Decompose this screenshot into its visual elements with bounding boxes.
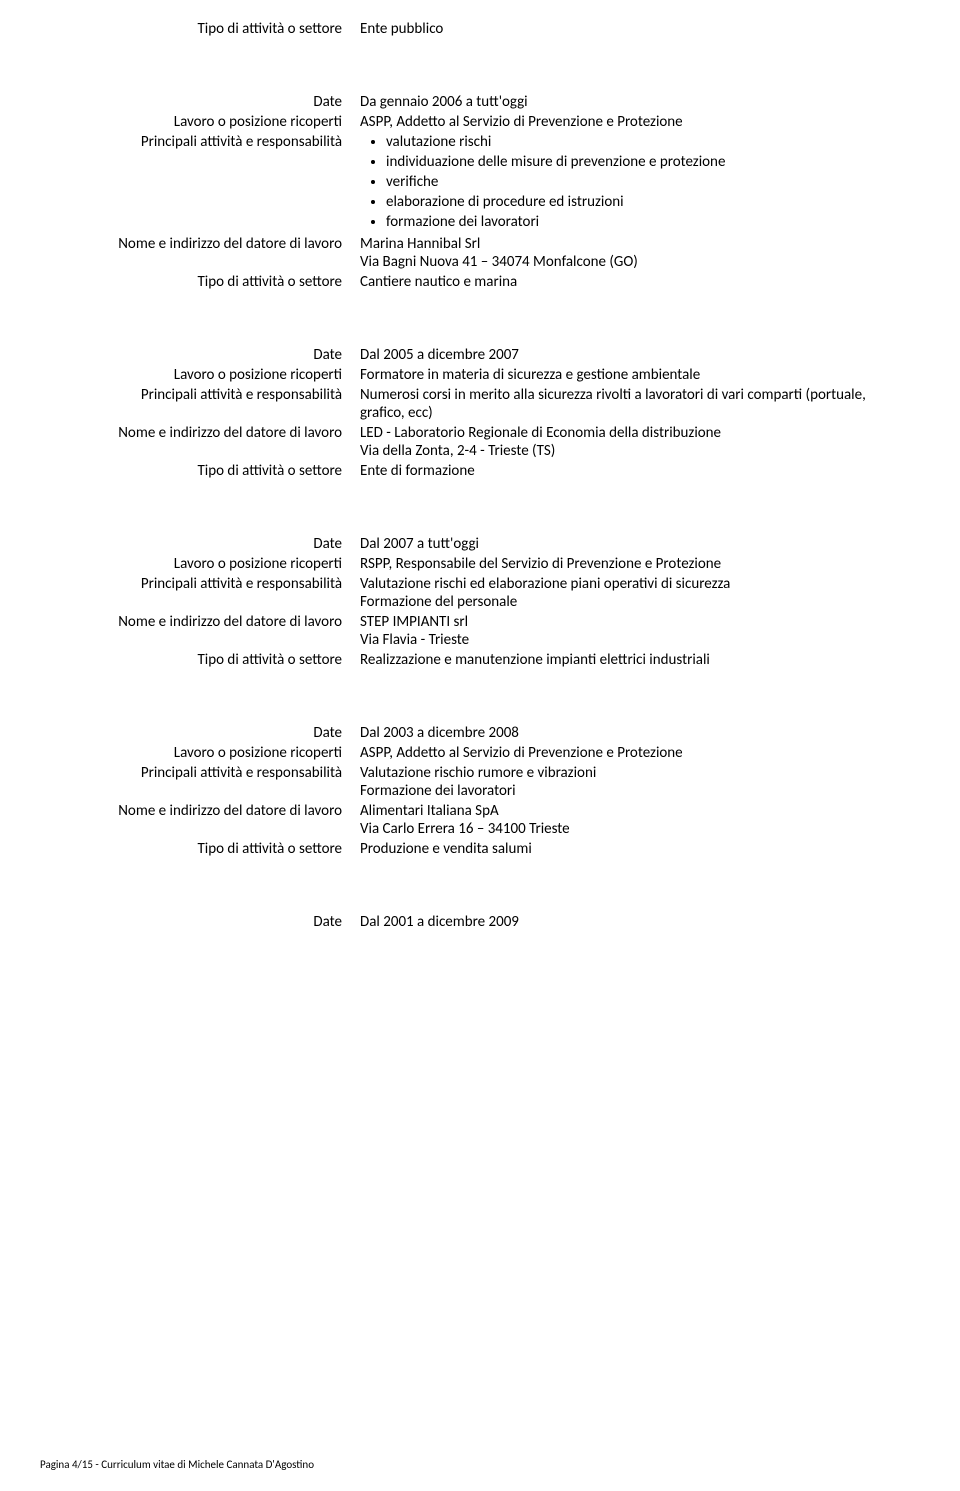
employer-line: STEP IMPIANTI srl (360, 613, 880, 631)
position-value: ASPP, Addetto al Servizio di Prevenzione… (360, 113, 880, 131)
employer-line: Via della Zonta, 2-4 - Trieste (TS) (360, 442, 880, 460)
date-label: Date (80, 724, 360, 742)
activities-value: Valutazione rischi ed elaborazione piani… (360, 575, 880, 611)
employer-label: Nome e indirizzo del datore di lavoro (80, 802, 360, 838)
employer-line: Via Flavia - Trieste (360, 631, 880, 649)
sector-value: Ente di formazione (360, 462, 880, 480)
sector-value: Cantiere nautico e marina (360, 273, 880, 291)
page-footer: Pagina 4/15 - Curriculum vitae di Michel… (40, 1458, 314, 1471)
activities-label: Principali attività e responsabilità (80, 764, 360, 800)
sector-label: Tipo di attività o settore (80, 273, 360, 291)
employer-value: Marina Hannibal Srl Via Bagni Nuova 41 –… (360, 235, 880, 271)
employer-label: Nome e indirizzo del datore di lavoro (80, 235, 360, 271)
activities-line: Formazione del personale (360, 593, 880, 611)
sector-value: Realizzazione e manutenzione impianti el… (360, 651, 880, 669)
employer-value: STEP IMPIANTI srl Via Flavia - Trieste (360, 613, 880, 649)
experience-block: Date Dal 2007 a tutt'oggi Lavoro o posiz… (80, 535, 880, 669)
activities-label: Principali attività e responsabilità (80, 133, 360, 233)
position-value: RSPP, Responsabile del Servizio di Preve… (360, 555, 880, 573)
activities-value: Valutazione rischio rumore e vibrazioni … (360, 764, 880, 800)
position-label: Lavoro o posizione ricoperti (80, 366, 360, 384)
bullet-item: valutazione rischi (386, 133, 880, 151)
date-value: Da gennaio 2006 a tutt'oggi (360, 93, 880, 111)
activities-line: Formazione dei lavoratori (360, 782, 880, 800)
position-label: Lavoro o posizione ricoperti (80, 555, 360, 573)
employer-line: Marina Hannibal Srl (360, 235, 880, 253)
activities-value: valutazione rischi individuazione delle … (360, 133, 880, 233)
employer-line: LED - Laboratorio Regionale di Economia … (360, 424, 880, 442)
employer-value: LED - Laboratorio Regionale di Economia … (360, 424, 880, 460)
date-label: Date (80, 913, 360, 931)
date-value: Dal 2005 a dicembre 2007 (360, 346, 880, 364)
activities-label: Principali attività e responsabilità (80, 575, 360, 611)
bullet-item: individuazione delle misure di prevenzio… (386, 153, 880, 171)
activities-line: Valutazione rischio rumore e vibrazioni (360, 764, 880, 782)
position-value: ASPP, Addetto al Servizio di Prevenzione… (360, 744, 880, 762)
experience-block: Date Dal 2005 a dicembre 2007 Lavoro o p… (80, 346, 880, 480)
date-label: Date (80, 346, 360, 364)
position-label: Lavoro o posizione ricoperti (80, 744, 360, 762)
position-value: Formatore in materia di sicurezza e gest… (360, 366, 880, 384)
employer-line: Via Bagni Nuova 41 – 34074 Monfalcone (G… (360, 253, 880, 271)
employer-line: Via Carlo Errera 16 – 34100 Trieste (360, 820, 880, 838)
date-value: Dal 2001 a dicembre 2009 (360, 913, 880, 931)
employer-label: Nome e indirizzo del datore di lavoro (80, 424, 360, 460)
sector-label: Tipo di attività o settore (80, 462, 360, 480)
activities-value: Numerosi corsi in merito alla sicurezza … (360, 386, 880, 422)
experience-block: Date Da gennaio 2006 a tutt'oggi Lavoro … (80, 93, 880, 291)
date-label: Date (80, 93, 360, 111)
bullet-item: formazione dei lavoratori (386, 213, 880, 231)
position-label: Lavoro o posizione ricoperti (80, 113, 360, 131)
date-value: Dal 2003 a dicembre 2008 (360, 724, 880, 742)
activities-line: Valutazione rischi ed elaborazione piani… (360, 575, 880, 593)
date-value: Dal 2007 a tutt'oggi (360, 535, 880, 553)
employer-value: Alimentari Italiana SpA Via Carlo Errera… (360, 802, 880, 838)
employer-line: Alimentari Italiana SpA (360, 802, 880, 820)
date-label: Date (80, 535, 360, 553)
employer-label: Nome e indirizzo del datore di lavoro (80, 613, 360, 649)
bullet-item: verifiche (386, 173, 880, 191)
experience-block: Date Dal 2003 a dicembre 2008 Lavoro o p… (80, 724, 880, 858)
bullet-item: elaborazione di procedure ed istruzioni (386, 193, 880, 211)
sector-label: Tipo di attività o settore (80, 840, 360, 858)
activities-label: Principali attività e responsabilità (80, 386, 360, 422)
sector-value: Ente pubblico (360, 20, 880, 38)
sector-label: Tipo di attività o settore (80, 651, 360, 669)
sector-value: Produzione e vendita salumi (360, 840, 880, 858)
sector-label: Tipo di attività o settore (80, 20, 360, 38)
